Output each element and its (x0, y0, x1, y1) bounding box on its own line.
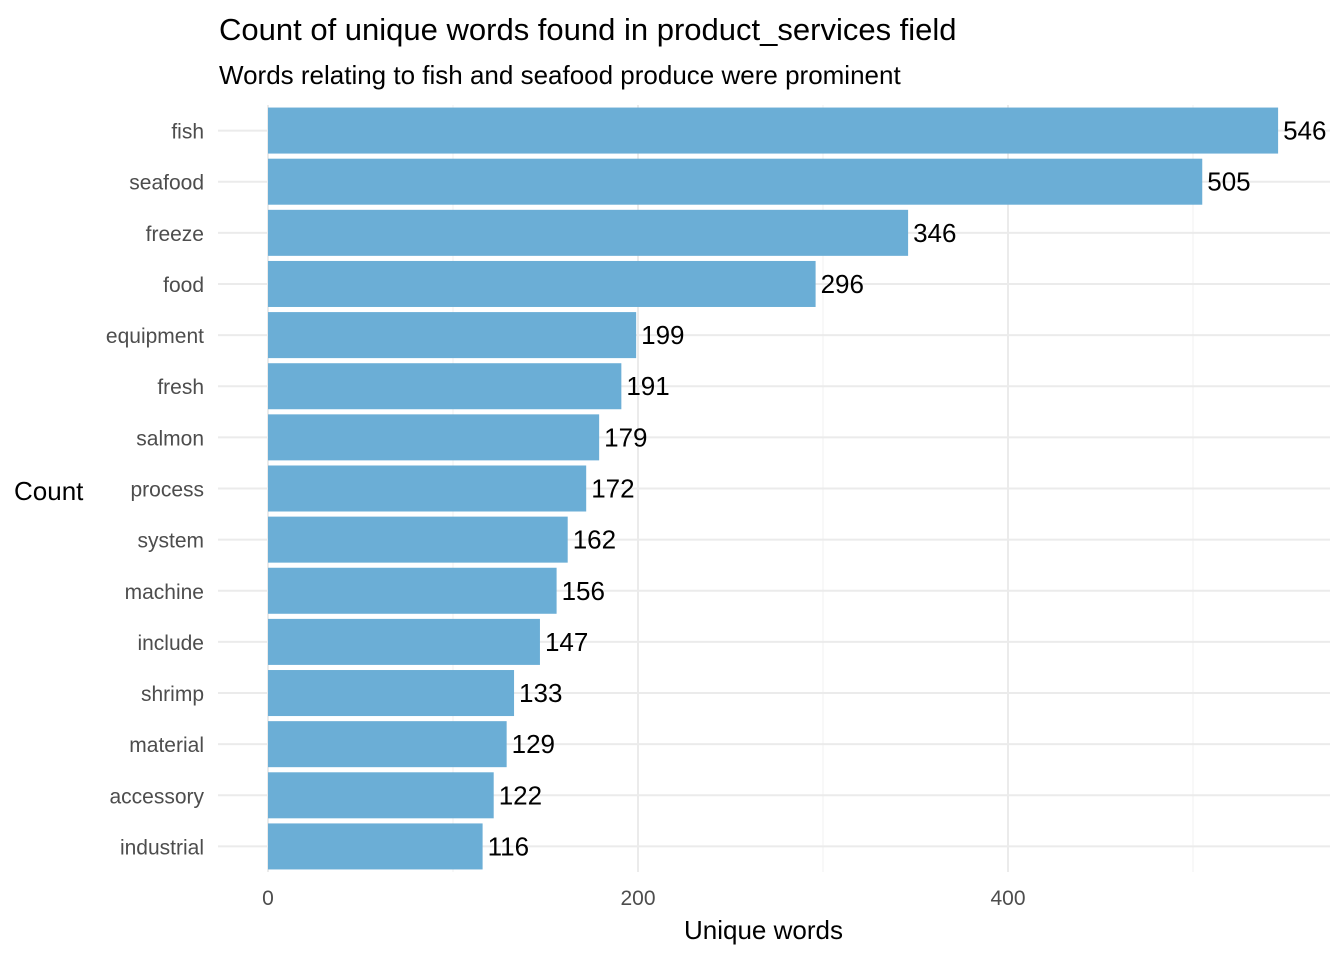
bar-food (268, 260, 816, 307)
y-tick-label: salmon (136, 427, 204, 450)
data-label: 505 (1207, 167, 1250, 197)
y-tick-label: equipment (106, 325, 204, 348)
bar-include (268, 618, 540, 665)
data-label: 116 (488, 831, 529, 861)
y-tick-label: industrial (120, 836, 204, 859)
bar-material (268, 721, 507, 768)
bar-salmon (268, 414, 600, 461)
y-tick-label: material (129, 734, 204, 757)
y-tick-label: freeze (146, 223, 204, 246)
y-axis-label: Count (14, 476, 84, 506)
bar-equipment (268, 312, 637, 359)
data-label: 147 (545, 627, 588, 657)
bar-fish (268, 107, 1279, 154)
bar-fresh (268, 363, 622, 410)
bar-system (268, 516, 568, 563)
bar-machine (268, 567, 557, 614)
data-label: 129 (512, 729, 555, 759)
x-axis-label: Unique words (684, 915, 843, 945)
data-label: 122 (499, 780, 542, 810)
data-label: 346 (913, 218, 956, 248)
chart-subtitle: Words relating to fish and seafood produ… (219, 60, 901, 90)
data-label: 199 (641, 320, 684, 350)
data-label: 172 (591, 474, 634, 504)
y-tick-label: shrimp (141, 683, 204, 706)
bar-accessory (268, 772, 494, 819)
x-tick-label: 0 (262, 887, 274, 910)
y-tick-label: include (137, 632, 204, 655)
data-label: 162 (573, 525, 616, 555)
x-tick-label: 400 (990, 887, 1025, 910)
data-label: 296 (821, 269, 864, 299)
bar-seafood (268, 158, 1203, 205)
data-label: 179 (604, 422, 647, 452)
y-tick-label: accessory (109, 785, 204, 808)
data-label: 191 (626, 371, 669, 401)
y-tick-label: food (163, 274, 204, 297)
data-label: 156 (562, 576, 605, 606)
bar-freeze (268, 209, 909, 256)
y-tick-label: machine (125, 581, 204, 604)
y-tick-label: seafood (129, 172, 204, 195)
data-label: 133 (519, 678, 562, 708)
data-label: 546 (1283, 116, 1326, 146)
y-tick-label: system (137, 530, 204, 553)
bar-process (268, 465, 587, 512)
bar-industrial (268, 823, 483, 870)
y-tick-label: fresh (157, 376, 204, 399)
y-tick-label: process (130, 479, 204, 502)
chart-title: Count of unique words found in product_s… (219, 12, 957, 47)
x-tick-label: 200 (620, 887, 655, 910)
bar-shrimp (268, 670, 515, 717)
y-tick-label: fish (171, 121, 204, 144)
